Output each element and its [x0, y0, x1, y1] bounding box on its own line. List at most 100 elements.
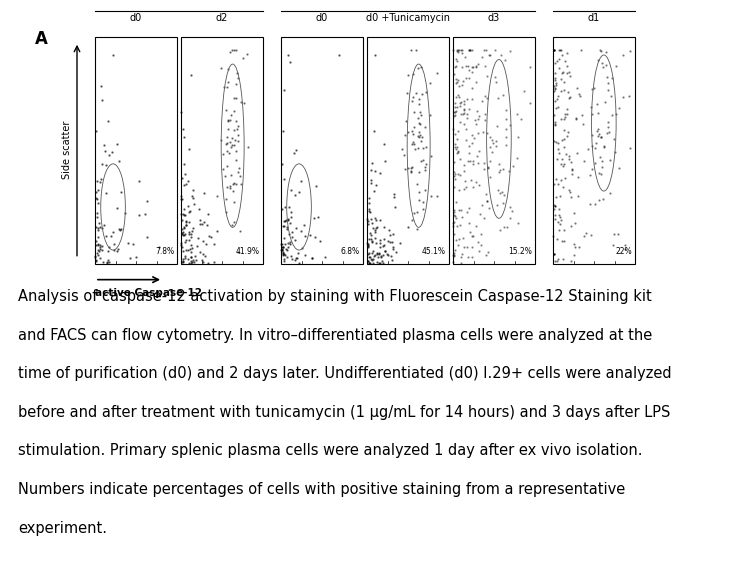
Bar — [95, 37, 177, 264]
Point — [99, 146, 111, 155]
Point — [596, 58, 608, 67]
Point — [556, 237, 568, 246]
Point — [187, 194, 199, 203]
Point — [570, 115, 582, 124]
Text: stimulation. Primary splenic plasma cells were analyzed 1 day after ex vivo isol: stimulation. Primary splenic plasma cell… — [18, 443, 643, 458]
Point — [466, 182, 479, 191]
Text: 7.8%: 7.8% — [155, 247, 174, 256]
Point — [406, 139, 418, 149]
Point — [100, 161, 112, 170]
Point — [472, 60, 484, 69]
Point — [187, 199, 200, 208]
Point — [219, 171, 231, 180]
Point — [482, 163, 494, 172]
Point — [366, 159, 378, 168]
Point — [363, 258, 375, 267]
Point — [470, 77, 482, 86]
Point — [175, 107, 187, 116]
Point — [448, 250, 460, 259]
Point — [451, 148, 463, 157]
Point — [566, 165, 578, 174]
Point — [94, 222, 107, 231]
Point — [431, 191, 443, 200]
Point — [108, 239, 120, 248]
Point — [450, 214, 462, 223]
Point — [420, 186, 432, 195]
Point — [402, 223, 414, 232]
Point — [197, 257, 209, 266]
Point — [386, 256, 398, 265]
Point — [376, 251, 389, 260]
Point — [559, 109, 571, 118]
Point — [548, 249, 560, 259]
Point — [555, 46, 567, 55]
Point — [370, 180, 382, 189]
Point — [566, 170, 578, 179]
Point — [447, 218, 459, 227]
Point — [281, 222, 293, 231]
Point — [490, 78, 502, 87]
Point — [498, 223, 510, 232]
Point — [617, 93, 629, 102]
Point — [548, 249, 560, 259]
Point — [366, 218, 378, 227]
Point — [183, 217, 195, 226]
Point — [587, 165, 599, 174]
Point — [468, 133, 480, 142]
Text: d0: d0 — [316, 13, 328, 23]
Text: Side scatter: Side scatter — [62, 121, 72, 179]
Point — [367, 237, 379, 246]
Point — [555, 215, 567, 224]
Point — [558, 77, 570, 86]
Point — [497, 164, 509, 174]
Point — [413, 195, 425, 204]
Point — [234, 171, 246, 180]
Point — [177, 257, 189, 266]
Point — [119, 209, 131, 218]
Point — [548, 81, 560, 90]
Point — [376, 242, 389, 251]
Point — [192, 234, 204, 243]
Point — [176, 228, 188, 237]
Point — [624, 46, 636, 56]
Point — [197, 218, 209, 227]
Point — [561, 49, 573, 58]
Point — [488, 46, 500, 55]
Text: d0 +Tunicamycin: d0 +Tunicamycin — [366, 13, 450, 23]
Text: .: . — [36, 563, 39, 567]
Point — [549, 214, 561, 223]
Point — [181, 254, 194, 263]
Point — [571, 83, 583, 92]
Point — [412, 132, 424, 141]
Point — [365, 231, 377, 240]
Point — [232, 130, 244, 139]
Point — [448, 248, 460, 257]
Point — [196, 255, 208, 264]
Point — [226, 141, 238, 150]
Point — [591, 126, 603, 136]
Point — [479, 214, 491, 223]
Point — [449, 102, 461, 111]
Point — [592, 132, 604, 141]
Point — [457, 167, 469, 176]
Point — [550, 120, 562, 129]
Point — [177, 246, 189, 255]
Point — [559, 57, 572, 66]
Point — [228, 46, 240, 55]
Point — [333, 50, 345, 60]
Point — [228, 94, 240, 103]
Point — [602, 86, 614, 95]
Point — [110, 204, 122, 213]
Point — [564, 93, 576, 102]
Text: time of purification (d0) and 2 days later. Undifferentiated (d0) I.29+ cells we: time of purification (d0) and 2 days lat… — [18, 366, 671, 381]
Point — [235, 179, 247, 188]
Point — [227, 186, 239, 195]
Point — [407, 137, 420, 146]
Point — [463, 104, 475, 113]
Point — [280, 217, 292, 226]
Point — [95, 246, 107, 255]
Point — [96, 95, 108, 104]
Point — [518, 86, 530, 95]
Point — [472, 238, 484, 247]
Point — [282, 214, 294, 223]
